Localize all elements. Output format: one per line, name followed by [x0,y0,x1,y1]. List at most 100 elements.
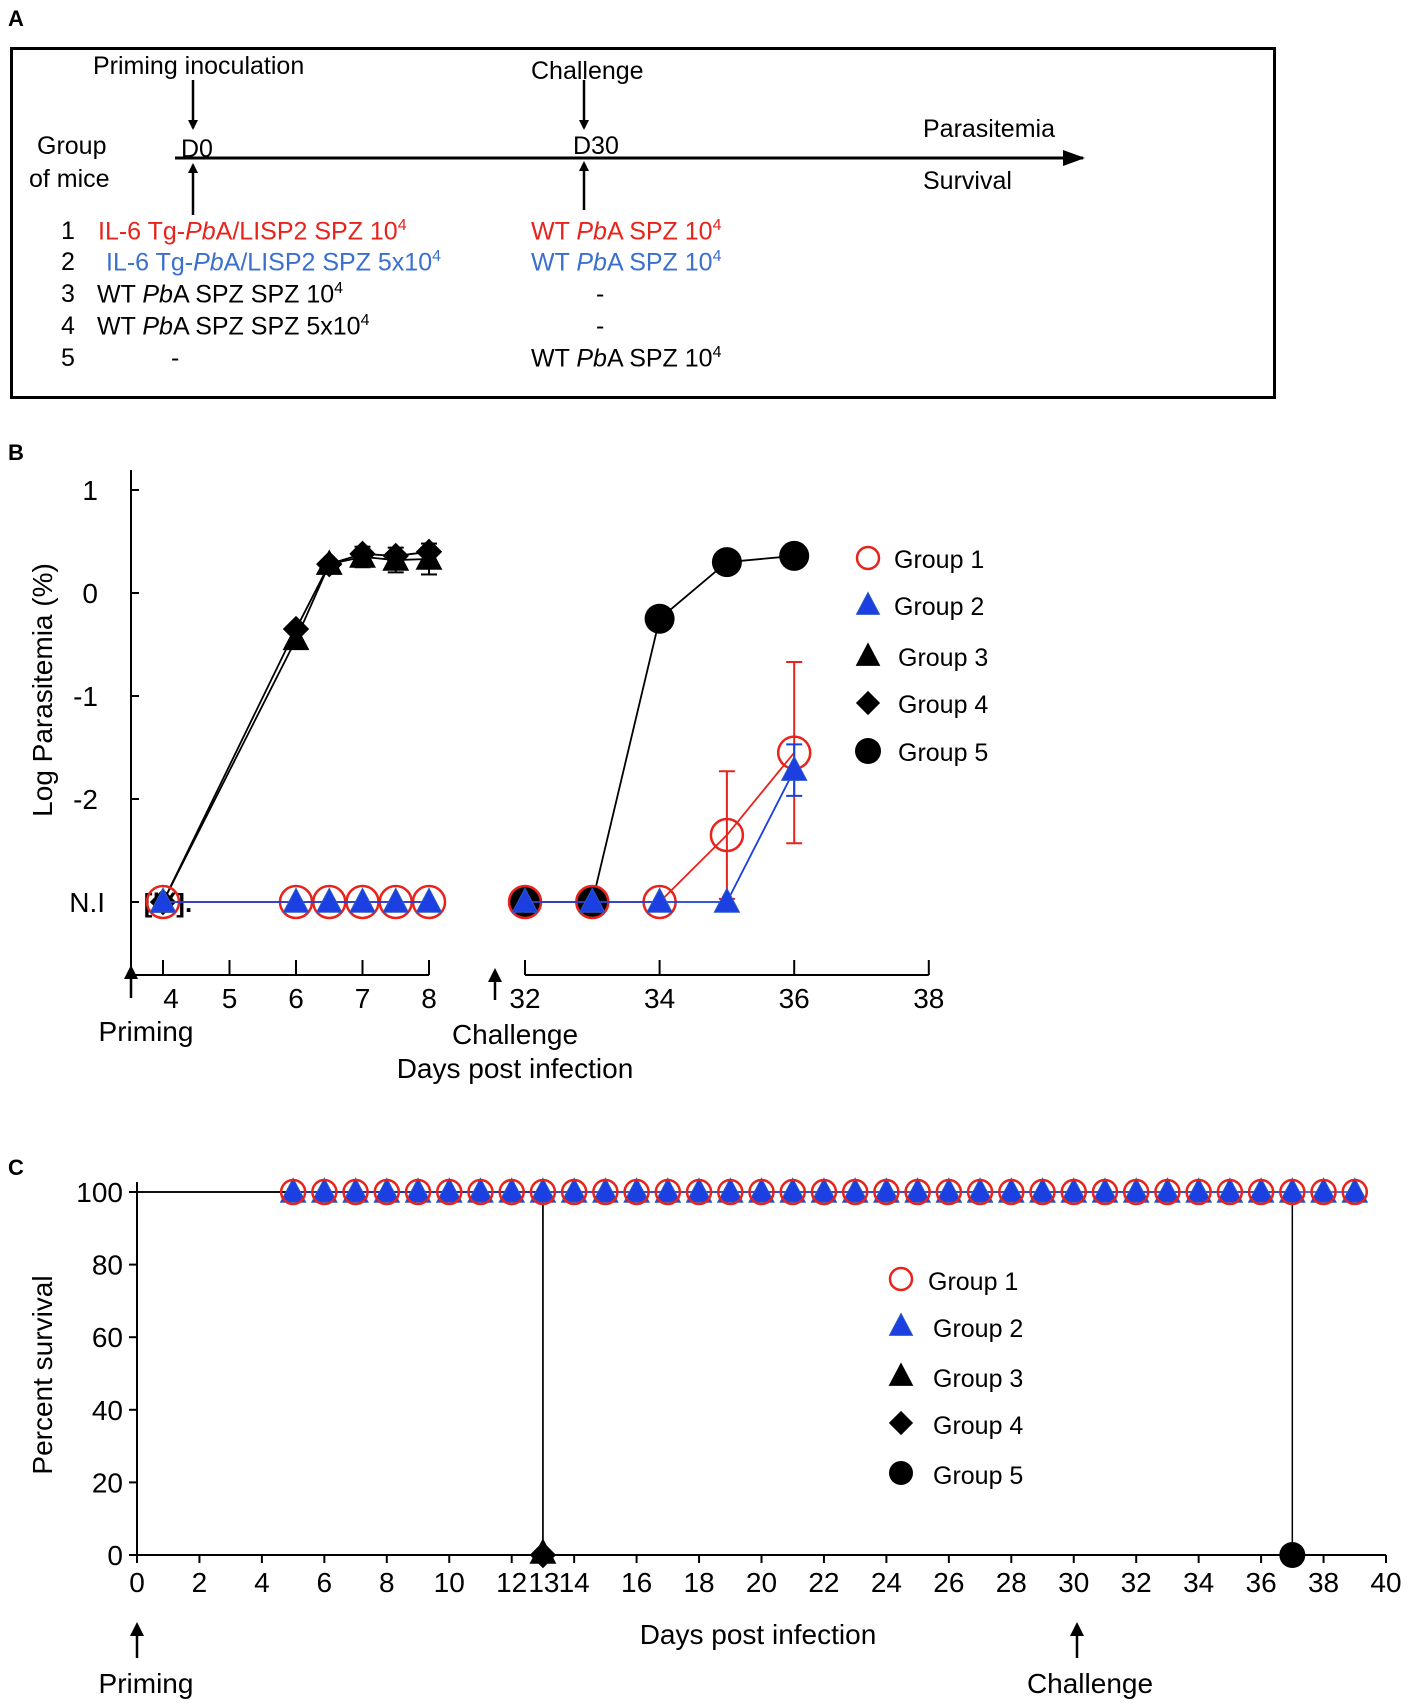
x-axis-title: Days post infection [640,1619,877,1650]
x-tick-label-24: 24 [871,1567,902,1598]
y-tick-label-0: 1 [82,475,98,506]
series-1-point-5 [415,887,443,913]
priming-dose-1-sup: 4 [397,217,407,234]
panel-c-letter: C [8,1155,24,1180]
series-0-point-7 [342,1178,369,1206]
legend-marker-2 [855,591,881,615]
legend-marker-3 [855,642,881,666]
group-number-4: 4 [61,312,75,340]
series-2-step-line [137,1191,544,1555]
x-tick-label-18: 18 [683,1567,714,1598]
series-1-point-17 [654,1177,682,1203]
series-1-point-31 [1091,1177,1119,1203]
series-4-step-line [137,1191,1294,1555]
d0-label: D0 [181,135,213,163]
legend-label-2: Group 2 [894,593,984,621]
x-tick-label-5: 5 [222,983,238,1014]
series-1-point-6 [310,1177,338,1203]
parasitemia-chart: 1 0 -1 -2 N.I 4 5 6 7 8 32 34 36 38 Log Parasitemia (%… [27,470,988,1084]
series-1-point-18 [685,1177,713,1203]
series-0-point-31 [1091,1178,1119,1206]
challenge-dose-5-italic: Pb [576,344,607,373]
priming-dose-2-italic: Pb [193,248,224,277]
series-0-point-19 [717,1178,744,1206]
x-tick-label-16: 16 [621,1567,652,1598]
series-3-point-3 [349,540,376,568]
series-0-point-26 [935,1178,963,1206]
x-tick-label-13: 13 [528,1567,559,1598]
series-1-point-22 [810,1177,838,1203]
challenge-dose-2-sup: 4 [712,248,722,265]
series-1-point-14 [560,1177,588,1203]
series-0-point-30 [1060,1178,1087,1206]
series-0-point-9 [709,817,745,853]
x-tick-label-20: 20 [746,1567,777,1598]
x-tick-label-6: 6 [288,983,304,1014]
series-0-line-1 [525,752,795,903]
challenge-dose-5: WT PbA SPZ 104 [531,344,722,373]
group-number-2: 2 [61,248,75,276]
series-1-point-10 [780,755,808,781]
x-tick-label-34: 34 [644,983,675,1014]
series-1-point-29 [1029,1177,1056,1203]
series-0-point-14 [560,1178,588,1206]
series-0-point-9 [404,1178,432,1206]
series-0-point-21 [779,1178,806,1206]
parasitemia-label: Parasitemia [923,115,1055,143]
x-tick-label-40: 40 [1370,1567,1401,1598]
legend-marker-4 [888,1410,914,1436]
series-1-point-30 [1060,1177,1088,1203]
y-tick-label-0: 0 [107,1540,123,1571]
legend-label-1: Group 1 [928,1268,1018,1296]
priming-arrow-head [124,965,138,979]
x-tick-label-8: 8 [379,1567,395,1598]
priming-dose-4-sup: 4 [360,312,370,329]
priming-dose-2-pre: IL-6 Tg- [106,248,194,277]
series-1-point-13 [529,1177,557,1203]
legend-marker-1 [855,545,881,571]
x-tick-label-38: 38 [913,983,944,1014]
x-tick-label-14: 14 [559,1567,590,1598]
priming-dose-3-sup: 4 [334,280,344,297]
series-1-point-25 [904,1177,932,1203]
priming-dose-5: - [171,344,180,372]
series-1-point-16 [623,1177,651,1203]
series-0-point-23 [841,1178,869,1206]
x-tick-label-30: 30 [1058,1567,1089,1598]
series-1-point-8 [373,1177,401,1203]
series-1-point-34 [1185,1177,1213,1203]
series-2-line-0 [162,556,430,903]
y-tick-label-1: 0 [82,578,98,609]
series-0-point-20 [748,1178,775,1206]
series-0-point-24 [873,1178,900,1206]
series-3-point-5 [415,538,443,565]
series-1-point-35 [1216,1177,1244,1203]
y-tick-label-3: -2 [73,784,98,815]
series-0-point-22 [810,1178,838,1206]
challenge-dose-1-pre: WT [531,217,577,246]
series-0-point-37 [1279,1178,1306,1206]
challenge-dose-1-sup: 4 [712,217,722,234]
series-0-point-17 [654,1178,682,1206]
series-1-point-32 [1122,1177,1150,1203]
series-1-point-8 [646,887,674,913]
priming-dose-3-post: A SPZ SPZ 10 [172,280,335,309]
x-tick-label-4: 4 [254,1567,270,1598]
priming-dose-1-post: A/LISP2 SPZ 10 [215,217,398,246]
challenge-arrow-head [1070,1622,1084,1636]
legend-label-3: Group 3 [933,1365,1023,1393]
priming-dose-4-post: A SPZ SPZ 5x10 [172,312,361,341]
series-0-point-27 [966,1178,994,1206]
x-tick-label-10: 10 [434,1567,465,1598]
group-label-line2: of mice [29,165,110,193]
series-1-point-6 [511,887,539,913]
x-tick-label-22: 22 [808,1567,839,1598]
series-1-point-24 [872,1177,900,1203]
priming-dose-3-italic: Pb [142,280,173,309]
priming-dose-1-pre: IL-6 Tg- [98,217,186,246]
series-0-point-34 [1185,1178,1212,1206]
challenge-dose-1-post: A SPZ 10 [606,217,713,246]
experiment-design-box: Priming inoculation Challenge Group of m… [10,47,1276,399]
series-0-point-32 [1122,1178,1150,1206]
series-0-point-8 [373,1178,401,1206]
